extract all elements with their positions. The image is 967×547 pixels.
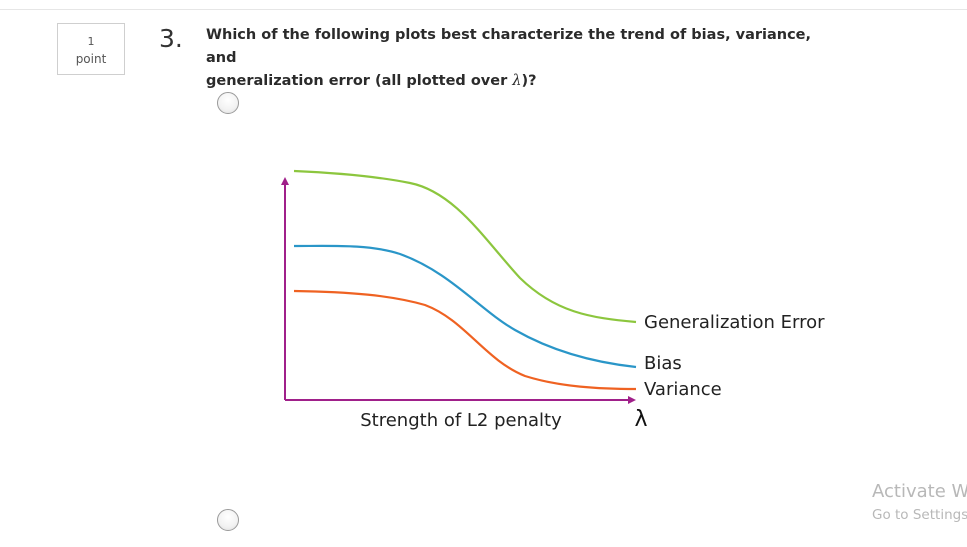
points-box: 1 point bbox=[57, 23, 125, 75]
x-axis-label: Strength of L2 penalty bbox=[360, 410, 562, 431]
question-text-line2-end: )? bbox=[521, 73, 537, 89]
points-value: 1 bbox=[87, 35, 95, 48]
question-text-line2-start: generalization error (all plotted over bbox=[206, 73, 513, 89]
question-text: Which of the following plots best charac… bbox=[206, 24, 846, 93]
bias-curve bbox=[293, 244, 637, 369]
variance-label: Variance bbox=[644, 379, 722, 400]
top-divider bbox=[0, 9, 967, 10]
question-text-line2: generalization error (all plotted over λ… bbox=[206, 70, 846, 93]
lambda-symbol: λ bbox=[512, 73, 522, 89]
question-text-line1: Which of the following plots best charac… bbox=[206, 27, 812, 66]
x-axis-lambda: λ bbox=[634, 407, 647, 432]
question-number: 3. bbox=[159, 24, 183, 53]
go-to-settings-watermark: Go to Settings bbox=[872, 507, 967, 523]
bias-label: Bias bbox=[644, 353, 682, 374]
answer-option-radio-1[interactable] bbox=[217, 92, 239, 114]
points-label: point bbox=[75, 52, 107, 66]
generalization-error-curve bbox=[293, 169, 637, 324]
variance-curve bbox=[293, 289, 637, 391]
answer-option-plot: Generalization Error Bias Variance Stren… bbox=[281, 169, 825, 432]
activate-windows-watermark: Activate W bbox=[872, 481, 967, 502]
generalization-error-label: Generalization Error bbox=[644, 312, 825, 333]
answer-option-radio-2[interactable] bbox=[217, 509, 239, 531]
